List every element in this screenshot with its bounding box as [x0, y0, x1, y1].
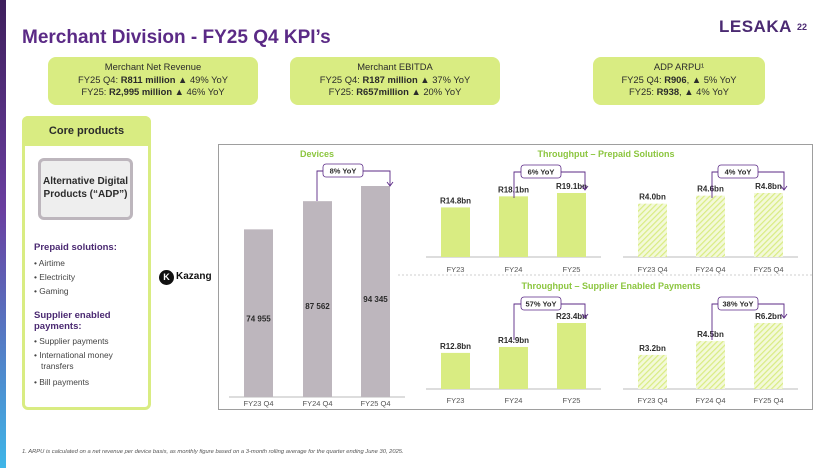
- tick-label: FY24 Q4: [695, 265, 725, 274]
- yoy-badge: [520, 296, 562, 311]
- bar-devices-1: [303, 201, 332, 397]
- tick-label: FY24 Q4: [302, 399, 332, 408]
- yoy-label: 8% YoY: [330, 166, 357, 175]
- bar-devices-2: [361, 186, 390, 397]
- bar-supplier-q4-1: [696, 341, 725, 389]
- left-accent-bar: [0, 0, 6, 468]
- bar-prepaid-0: [441, 207, 470, 257]
- tick-label: FY25 Q4: [753, 396, 783, 405]
- kpi-title: Merchant EBITDA: [357, 61, 433, 72]
- yoy-arrow-head: [581, 313, 589, 319]
- list-item: • International money: [34, 350, 113, 360]
- data-label: R14.9bn: [498, 336, 529, 345]
- tick-label: FY24 Q4: [695, 396, 725, 405]
- kazang-logo: K Kazang: [159, 269, 215, 287]
- page-title: Merchant Division - FY25 Q4 KPI’s: [22, 27, 331, 48]
- yoy-label: 4% YoY: [725, 167, 752, 176]
- bar-prepaid-2: [557, 193, 586, 257]
- tick-label: FY25 Q4: [360, 399, 390, 408]
- prepaid-heading: Prepaid solutions:: [34, 242, 117, 253]
- yoy-badge: [717, 164, 759, 179]
- page-number: 22: [797, 22, 808, 32]
- data-label: R4.5bn: [697, 330, 724, 339]
- data-label: R6.2bn: [755, 312, 782, 321]
- yoy-arrow-head: [780, 185, 788, 191]
- yoy-badge: [520, 164, 562, 179]
- yoy-arrow-head: [780, 313, 788, 319]
- bar-prepaid-q4-2: [754, 193, 783, 257]
- data-label: R12.8bn: [440, 342, 471, 351]
- data-label: R4.0bn: [639, 193, 666, 202]
- core-products-heading: Core products: [22, 116, 151, 146]
- bar-supplier-q4-2: [754, 323, 783, 389]
- tick-label: FY24: [505, 396, 523, 405]
- tick-label: FY23 Q4: [637, 265, 667, 274]
- tick-label: FY25: [563, 265, 581, 274]
- tick-label: FY23 Q4: [637, 396, 667, 405]
- kazang-name: Kazang: [176, 271, 212, 282]
- data-label: R4.6bn: [697, 185, 724, 194]
- tick-label: FY23: [447, 396, 465, 405]
- list-item-continued: transfers: [41, 361, 74, 371]
- kpi-title: Merchant Net Revenue: [104, 61, 202, 72]
- data-label: R4.8bn: [755, 182, 782, 191]
- list-item: • Electricity: [34, 272, 76, 282]
- list-item: • Airtime: [34, 258, 65, 268]
- kpi-line-q4: FY25 Q4: R187 million ▲ 37% YoY: [319, 73, 471, 85]
- yoy-label: 57% YoY: [526, 299, 557, 308]
- chart-title: Throughput – Prepaid Solutions: [538, 149, 675, 159]
- bar-prepaid-q4-1: [696, 195, 725, 257]
- bar-supplier-2: [557, 323, 586, 389]
- data-label: 74 955: [246, 315, 271, 324]
- kpi-line-fy: FY25: R2,995 million ▲ 46% YoY: [81, 86, 225, 97]
- data-label: R14.8bn: [440, 196, 471, 205]
- tick-label: FY23 Q4: [243, 399, 273, 408]
- footnote: 1. ARPU is calculated on a net revenue p…: [22, 449, 404, 455]
- list-item: • Bill payments: [34, 377, 90, 387]
- data-label: R3.2bn: [639, 344, 666, 353]
- bar-supplier-q4-0: [638, 354, 667, 389]
- adp-box: Alternative Digital Products (“ADP”): [38, 158, 133, 220]
- kpi-line-q4: FY25 Q4: R811 million ▲ 49% YoY: [78, 73, 228, 85]
- data-label: 94 345: [363, 295, 388, 304]
- list-item: • Supplier payments: [34, 336, 109, 346]
- supplier-heading-line2: payments:: [34, 321, 82, 332]
- bar-supplier-1: [499, 346, 528, 389]
- yoy-arrow-head: [581, 185, 589, 191]
- tick-label: FY25: [563, 396, 581, 405]
- yoy-arrow-head: [386, 181, 394, 187]
- tick-label: FY24: [505, 265, 523, 274]
- bar-supplier-0: [441, 352, 470, 389]
- kpi-line-q4: FY25 Q4: R906, ▲ 5% YoY: [621, 73, 737, 85]
- list-item: • Gaming: [34, 286, 69, 296]
- yoy-label: 38% YoY: [723, 299, 754, 308]
- supplier-heading-line1: Supplier enabled: [34, 310, 111, 321]
- data-label: R23.4bn: [556, 312, 587, 321]
- kazang-k-icon: K: [159, 270, 174, 285]
- kpi-box-ebitda: Merchant EBITDA FY25 Q4: R187 million ▲ …: [290, 57, 500, 105]
- company-logo: LESAKA: [719, 17, 792, 36]
- chart-title: Throughput – Supplier Enabled Payments: [521, 281, 700, 291]
- kpi-box-adp-arpu: ADP ARPU¹ FY25 Q4: R906, ▲ 5% YoY FY25: …: [593, 57, 765, 105]
- kpi-line-fy: FY25: R657million ▲ 20% YoY: [328, 86, 462, 97]
- kpi-title: ADP ARPU¹: [653, 61, 705, 72]
- bar-prepaid-q4-0: [638, 203, 667, 257]
- yoy-badge: [322, 163, 364, 178]
- yoy-badge: [717, 296, 759, 311]
- data-label: 87 562: [305, 302, 330, 311]
- tick-label: FY25 Q4: [753, 265, 783, 274]
- kpi-box-net-revenue: Merchant Net Revenue FY25 Q4: R811 milli…: [48, 57, 258, 105]
- data-label: R19.1bn: [556, 182, 587, 191]
- bar-prepaid-1: [499, 196, 528, 257]
- kpi-line-fy: FY25: R938, ▲ 4% YoY: [629, 86, 729, 97]
- tick-label: FY23: [447, 265, 465, 274]
- bar-devices-0: [244, 229, 273, 397]
- yoy-label: 6% YoY: [528, 167, 555, 176]
- chart-title: Devices: [300, 149, 334, 159]
